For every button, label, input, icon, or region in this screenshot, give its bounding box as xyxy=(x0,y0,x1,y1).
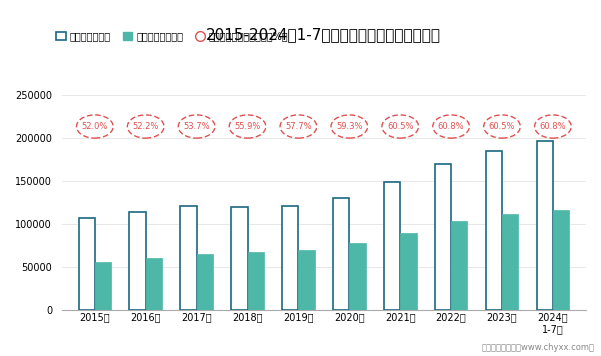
Bar xyxy=(129,211,145,309)
Bar xyxy=(400,232,416,309)
Bar xyxy=(299,250,315,309)
Text: 55.9%: 55.9% xyxy=(234,122,261,131)
Text: 60.5%: 60.5% xyxy=(387,122,413,131)
Text: 60.8%: 60.8% xyxy=(540,122,566,131)
Bar xyxy=(282,205,299,309)
Bar xyxy=(145,258,162,309)
Text: 60.8%: 60.8% xyxy=(438,122,465,131)
Text: 57.7%: 57.7% xyxy=(285,122,312,131)
Bar xyxy=(197,254,213,309)
Text: 制图：智研咨询（www.chyxx.com）: 制图：智研咨询（www.chyxx.com） xyxy=(482,344,595,352)
Bar xyxy=(180,206,197,309)
Text: 59.3%: 59.3% xyxy=(336,122,362,131)
Bar xyxy=(486,151,502,309)
Bar xyxy=(553,210,569,309)
Bar xyxy=(384,182,400,309)
Text: 52.2%: 52.2% xyxy=(133,122,159,131)
Title: 2015-2024年1-7月江苏省工业企业资产统计图: 2015-2024年1-7月江苏省工业企业资产统计图 xyxy=(206,27,441,42)
Bar xyxy=(248,252,264,309)
Bar xyxy=(502,214,518,309)
Bar xyxy=(435,164,451,309)
Text: 53.7%: 53.7% xyxy=(183,122,210,131)
Bar xyxy=(349,243,365,309)
Bar xyxy=(537,141,553,309)
Bar xyxy=(333,198,349,309)
Text: 60.5%: 60.5% xyxy=(489,122,515,131)
Bar xyxy=(451,221,468,309)
Bar xyxy=(79,218,95,309)
Bar xyxy=(95,262,111,309)
Bar xyxy=(231,207,248,309)
Text: 52.0%: 52.0% xyxy=(82,122,108,131)
Legend: 总资产（亿元）, 流动资产（亿元）, 流动资产占总资产比率（%）: 总资产（亿元）, 流动资产（亿元）, 流动资产占总资产比率（%） xyxy=(56,31,288,41)
